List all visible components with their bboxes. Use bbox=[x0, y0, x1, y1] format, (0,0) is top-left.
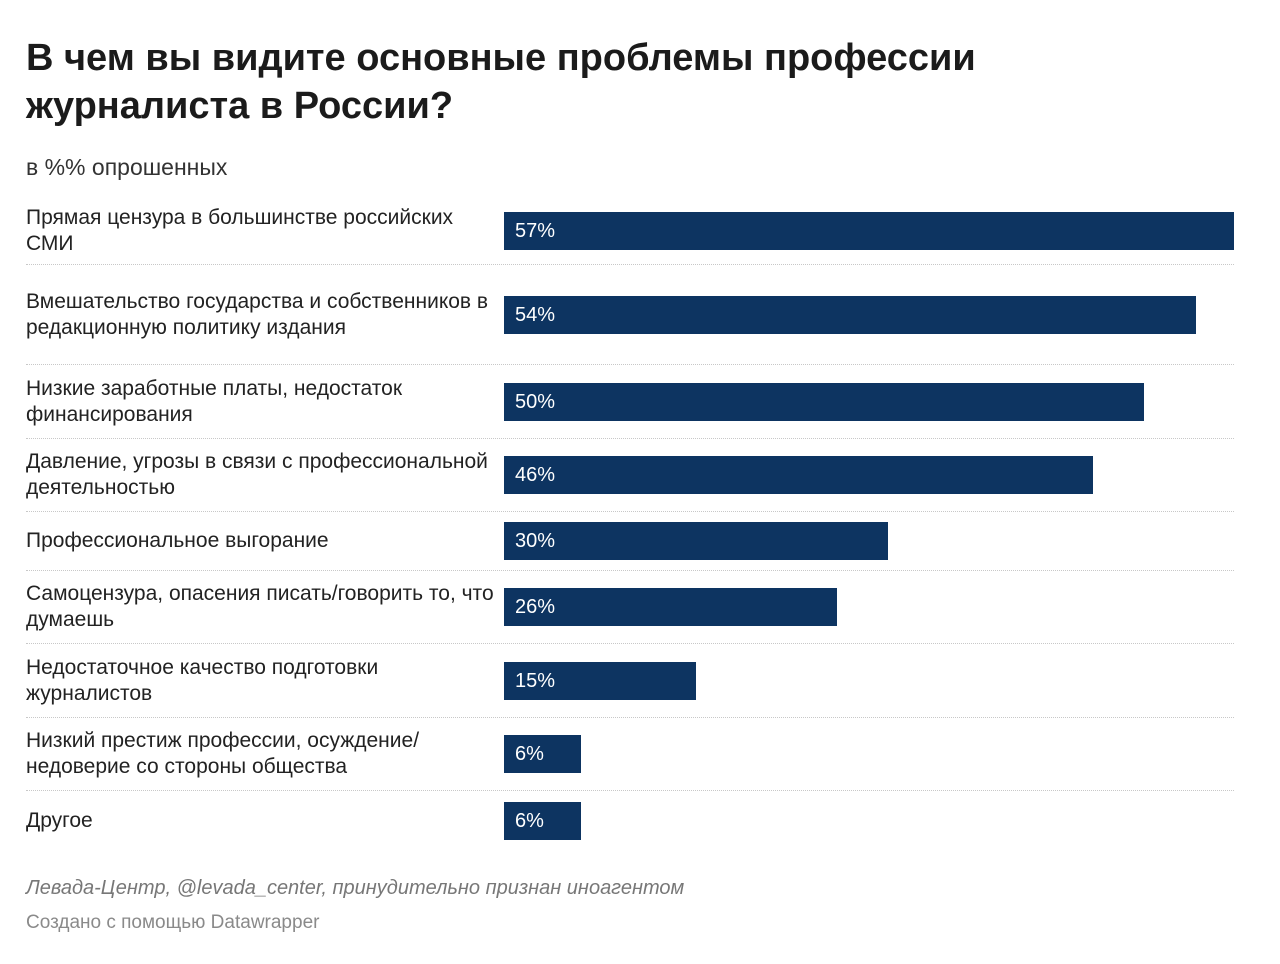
datawrapper-credit[interactable]: Создано с помощью Datawrapper bbox=[26, 912, 320, 933]
bar-track: 57% bbox=[504, 212, 1234, 250]
value-label: 54% bbox=[515, 303, 556, 326]
bar: 6% bbox=[504, 802, 581, 840]
bar-track: 54% bbox=[504, 295, 1234, 334]
bar-row: Давление, угрозы в связи с профессиональ… bbox=[26, 439, 1234, 512]
value-label: 46% bbox=[515, 464, 556, 486]
category-label: Недостаточное качество подготовки журнал… bbox=[26, 655, 379, 705]
category-label: Низкие заработные платы, недостаток фина… bbox=[26, 376, 403, 426]
bar-row: Низкие заработные платы, недостаток фина… bbox=[26, 365, 1234, 439]
bar-track: 26% bbox=[504, 588, 1234, 626]
category-label: Самоцензура, опасения писать/говорить то… bbox=[26, 582, 494, 631]
bar: 6% bbox=[504, 735, 581, 773]
category-label: Прямая цензура в большинстве российских … bbox=[26, 206, 454, 255]
bar: 15% bbox=[504, 661, 696, 700]
category-label: Профессиональное выгорание bbox=[26, 529, 329, 552]
value-label: 57% bbox=[515, 220, 556, 242]
bar: 26% bbox=[504, 588, 837, 626]
bar-rows: Прямая цензура в большинстве российских … bbox=[26, 198, 1234, 851]
bar-row: Вмешательство государства и собственнико… bbox=[26, 265, 1234, 365]
bar-row: Самоцензура, опасения писать/говорить то… bbox=[26, 571, 1234, 644]
category-label: Другое bbox=[26, 809, 93, 832]
category-label: Давление, угрозы в связи с профессиональ… bbox=[26, 450, 488, 499]
bar-row: Низкий престиж профессии, осуждение/недо… bbox=[26, 718, 1234, 791]
bar-track: 50% bbox=[504, 382, 1234, 421]
value-label: 6% bbox=[515, 743, 544, 765]
category-label: Вмешательство государства и собственнико… bbox=[26, 289, 489, 339]
bar-row: Прямая цензура в большинстве российских … bbox=[26, 198, 1234, 265]
bar: 30% bbox=[504, 522, 888, 560]
value-label: 30% bbox=[515, 530, 556, 552]
bar-row: Профессиональное выгорание 30% bbox=[26, 512, 1234, 571]
value-label: 15% bbox=[515, 669, 556, 692]
bar-track: 30% bbox=[504, 522, 1234, 560]
source-note: Левада-Центр, @levada_center, принудител… bbox=[26, 877, 685, 899]
bar: 57% bbox=[504, 212, 1234, 250]
chart-subtitle: в %% опрошенных bbox=[26, 154, 228, 180]
bar: 46% bbox=[504, 456, 1093, 494]
value-label: 6% bbox=[515, 810, 544, 832]
chart-title: В чем вы видите основные проблемы профес… bbox=[26, 37, 976, 127]
bar: 50% bbox=[504, 382, 1144, 421]
category-label: Низкий престиж профессии, осуждение/недо… bbox=[26, 729, 420, 778]
bar-row: Другое 6% bbox=[26, 791, 1234, 851]
bar-track: 6% bbox=[504, 735, 1234, 773]
value-label: 50% bbox=[515, 390, 556, 413]
bar-track: 6% bbox=[504, 802, 1234, 840]
bar-row: Недостаточное качество подготовки журнал… bbox=[26, 644, 1234, 718]
bar-track: 46% bbox=[504, 456, 1234, 494]
value-label: 26% bbox=[515, 596, 556, 618]
bar-track: 15% bbox=[504, 661, 1234, 700]
bar: 54% bbox=[504, 295, 1196, 334]
